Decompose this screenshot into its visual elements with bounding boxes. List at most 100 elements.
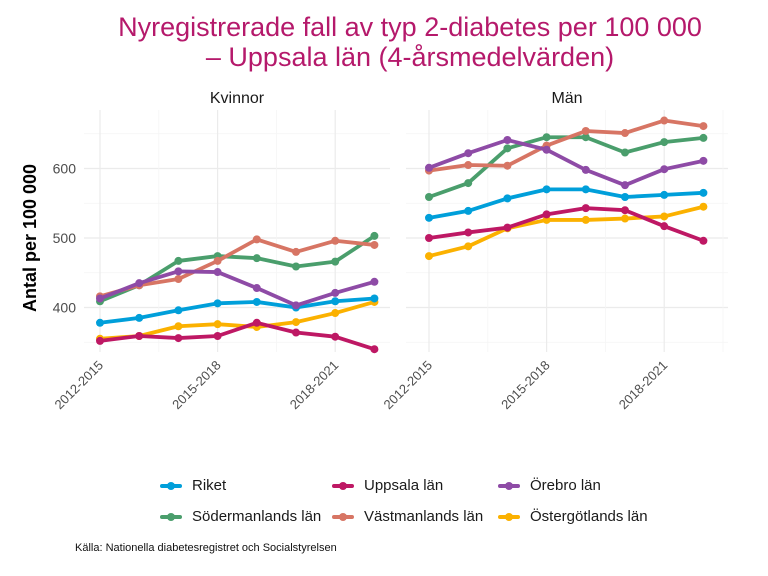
data-point xyxy=(213,268,222,277)
legend-key-icon xyxy=(332,481,354,490)
data-point xyxy=(213,299,222,308)
legend-key-icon xyxy=(332,512,354,521)
data-point xyxy=(252,284,261,293)
data-point xyxy=(292,328,300,337)
data-point xyxy=(331,257,340,266)
data-point xyxy=(581,215,590,224)
y-axis-label: Antal per 100 000 xyxy=(20,164,40,312)
series-line-riket xyxy=(427,187,706,220)
legend-label: Södermanlands län xyxy=(192,508,322,525)
data-point xyxy=(542,210,551,219)
series-line-örebro-län xyxy=(427,138,706,188)
data-point xyxy=(174,275,183,284)
data-point xyxy=(621,148,629,157)
legend-item-sodermanland: Södermanlands län xyxy=(160,508,321,525)
data-point xyxy=(660,116,669,125)
data-point xyxy=(621,206,629,215)
data-point xyxy=(331,309,340,318)
data-point xyxy=(135,331,144,340)
chart-title-line-1: Nyregistrerade fall av typ 2-diabetes pe… xyxy=(118,12,702,42)
legend-key-icon xyxy=(498,481,520,490)
data-point xyxy=(699,188,708,197)
data-point xyxy=(581,126,590,135)
series-line-uppsala-län xyxy=(98,320,377,352)
data-point xyxy=(699,122,708,131)
data-point xyxy=(464,228,473,237)
chart-title-line-2: – Uppsala län (4-årsmedelvärden) xyxy=(205,42,615,72)
panel-title: Män xyxy=(551,90,582,107)
y-tick-label: 400 xyxy=(53,300,77,316)
data-point xyxy=(660,222,669,231)
data-point xyxy=(464,149,473,158)
data-point xyxy=(213,256,222,265)
data-point xyxy=(292,301,300,310)
data-point xyxy=(621,129,629,138)
data-point xyxy=(699,156,708,165)
data-point xyxy=(660,190,669,199)
legend-key-icon xyxy=(160,512,182,521)
data-point xyxy=(292,262,300,271)
x-tick-label: 2015-2018 xyxy=(169,358,224,413)
data-point xyxy=(252,235,261,244)
data-point xyxy=(96,294,104,303)
data-point xyxy=(542,145,551,154)
data-point xyxy=(503,136,512,145)
chart-title: Nyregistrerade fall av typ 2-diabetes pe… xyxy=(0,12,768,72)
data-point xyxy=(213,331,222,340)
legend-item-orebro: Örebro län xyxy=(498,477,601,494)
data-point xyxy=(213,320,222,329)
data-point xyxy=(135,279,144,288)
data-point xyxy=(370,240,379,249)
series-line-västmanlands-län xyxy=(98,237,377,299)
data-point xyxy=(699,236,708,245)
x-tick-label: 2018-2021 xyxy=(616,358,671,413)
legend-key-icon xyxy=(160,481,182,490)
data-point xyxy=(174,306,183,315)
series-line-riket xyxy=(98,296,377,325)
source-caption: Källa: Nationella diabetesregistret och … xyxy=(75,542,337,554)
data-point xyxy=(425,192,433,201)
data-point xyxy=(699,202,708,211)
data-point xyxy=(370,231,379,240)
series-line-västmanlands-län xyxy=(427,118,706,173)
data-point xyxy=(425,163,433,172)
series-line-östergötlands-län xyxy=(98,300,377,341)
data-point xyxy=(464,242,473,251)
data-point xyxy=(503,144,512,153)
data-point xyxy=(542,133,551,142)
data-point xyxy=(503,161,512,170)
data-point xyxy=(331,288,340,297)
data-point xyxy=(503,223,512,232)
data-point xyxy=(96,336,104,345)
data-point xyxy=(292,247,300,256)
series-line-uppsala-län xyxy=(427,206,706,243)
legend-key-icon xyxy=(498,512,520,521)
data-point xyxy=(370,345,379,354)
legend: Riket Uppsala län Örebro län Södermanlan… xyxy=(155,477,675,533)
y-tick-label: 500 xyxy=(53,230,77,246)
data-point xyxy=(292,318,300,327)
x-tick-label: 2012-2015 xyxy=(381,358,436,413)
legend-label: Västmanlands län xyxy=(364,508,484,525)
data-point xyxy=(425,234,433,242)
panel-title: Kvinnor xyxy=(210,90,265,107)
legend-item-uppsala: Uppsala län xyxy=(332,477,443,494)
data-point xyxy=(699,133,708,142)
data-point xyxy=(252,254,261,263)
series-line-östergötlands-län xyxy=(427,204,706,258)
data-point xyxy=(331,297,340,306)
data-point xyxy=(174,322,183,331)
legend-label: Östergötlands län xyxy=(530,508,648,525)
legend-item-ostergotland: Östergötlands län xyxy=(498,508,648,525)
data-point xyxy=(331,236,340,245)
data-point xyxy=(174,256,183,265)
data-point xyxy=(174,334,183,343)
data-point xyxy=(370,294,379,303)
data-point xyxy=(252,318,261,327)
data-point xyxy=(621,181,629,190)
data-point xyxy=(425,213,433,222)
data-point xyxy=(581,133,590,142)
data-point xyxy=(96,318,104,327)
series-line-örebro-län xyxy=(98,269,377,308)
